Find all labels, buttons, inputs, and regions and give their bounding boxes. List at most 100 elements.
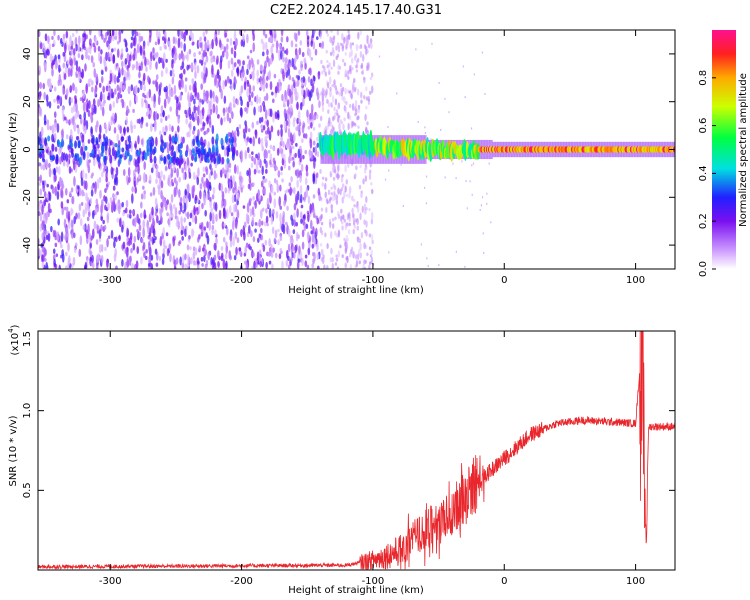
heatmap-cell [148, 88, 152, 99]
spectrogram-y-tick-label: -40 [22, 237, 33, 253]
heatmap-cell [95, 239, 99, 245]
heatmap-cell [318, 123, 321, 128]
heatmap-cell [282, 211, 285, 219]
heatmap-cell [480, 204, 482, 207]
heatmap-cell [136, 118, 140, 124]
heatmap-cell [213, 77, 217, 87]
heatmap-cell [237, 59, 240, 64]
heatmap-cell [345, 35, 349, 40]
heatmap-cell [225, 260, 228, 269]
heatmap-cell [80, 117, 83, 125]
heatmap-cell [126, 241, 130, 246]
heatmap-cell [304, 62, 307, 70]
heatmap-cell [115, 166, 119, 177]
heatmap-cell [225, 43, 229, 51]
heatmap-cell [273, 191, 277, 196]
heatmap-cell [121, 201, 124, 208]
heatmap-cell [483, 251, 485, 254]
heatmap-cell [312, 140, 316, 146]
heatmap-cell [257, 169, 261, 174]
heatmap-cell [43, 199, 47, 207]
heatmap-cell [269, 144, 273, 150]
heatmap-cell [209, 211, 213, 222]
heatmap-cell [62, 33, 66, 40]
heatmap-cell [132, 37, 136, 47]
heatmap-cell [54, 59, 58, 70]
heatmap-cell [53, 167, 56, 176]
heatmap-cell [190, 162, 193, 167]
heatmap-cell [288, 144, 291, 151]
heatmap-cell [469, 180, 471, 183]
heatmap-cell [270, 184, 274, 194]
heatmap-cell [365, 105, 368, 110]
heatmap-cell [289, 235, 293, 245]
heatmap-cell [314, 48, 318, 56]
heatmap-cell [266, 119, 269, 128]
heatmap-cell [316, 217, 319, 225]
heatmap-cell [359, 252, 363, 259]
snr-x-tick-label: 0 [501, 576, 507, 587]
heatmap-cell [200, 232, 204, 237]
heatmap-cell [337, 45, 340, 49]
heatmap-cell [277, 170, 281, 178]
heatmap-cell [313, 158, 316, 169]
heatmap-cell [296, 124, 300, 132]
heatmap-cell [371, 188, 374, 195]
heatmap-cell [95, 73, 99, 82]
heatmap-cell [265, 92, 269, 102]
heatmap-cell [70, 232, 74, 239]
heatmap-cell [195, 146, 199, 153]
heatmap-cell [74, 98, 78, 104]
heatmap-cell [211, 229, 214, 235]
heatmap-cell [45, 149, 49, 154]
heatmap-cell [364, 48, 368, 55]
heatmap-cell [47, 35, 50, 45]
heatmap-cell [126, 52, 130, 63]
heatmap-cell [279, 82, 282, 92]
heatmap-cell [142, 242, 146, 250]
heatmap-cell [89, 250, 93, 258]
heatmap-cell [226, 169, 229, 180]
heatmap-cell [194, 85, 197, 96]
heatmap-cell [154, 248, 158, 255]
heatmap-cell [146, 139, 150, 145]
heatmap-cell [72, 256, 76, 266]
heatmap-cell [277, 49, 281, 55]
heatmap-cell [171, 69, 175, 74]
heatmap-cell [216, 155, 220, 165]
heatmap-cell [242, 33, 245, 42]
heatmap-cell [276, 147, 280, 156]
heatmap-cell [171, 135, 175, 144]
heatmap-cell [306, 35, 310, 40]
heatmap-cell [264, 41, 268, 51]
heatmap-cell [252, 236, 256, 243]
heatmap-cell [231, 194, 235, 204]
heatmap-cell [221, 43, 224, 50]
heatmap-cell [364, 113, 367, 122]
heatmap-cell [420, 243, 423, 246]
heatmap-cell [39, 188, 43, 196]
heatmap-cell [170, 167, 174, 178]
heatmap-cell [260, 116, 264, 123]
heatmap-cell [272, 112, 275, 123]
heatmap-cell [82, 40, 86, 49]
heatmap-cell [150, 254, 154, 261]
heatmap-cell [343, 237, 346, 242]
heatmap-cell [128, 176, 131, 183]
heatmap-cell [177, 37, 181, 49]
heatmap-cell [304, 177, 308, 186]
heatmap-cell [186, 64, 189, 71]
heatmap-cell [71, 33, 75, 38]
heatmap-cell [321, 249, 324, 256]
heatmap-cell [269, 57, 273, 65]
heatmap-cell [120, 30, 124, 34]
heatmap-cell [211, 144, 215, 155]
heatmap-cell [162, 126, 165, 134]
heatmap-cell [139, 35, 142, 43]
heatmap-cell [182, 195, 186, 205]
heatmap-cell [231, 136, 235, 144]
heatmap-cell [210, 170, 213, 176]
heatmap-cell [231, 152, 235, 161]
heatmap-cell [133, 124, 136, 130]
